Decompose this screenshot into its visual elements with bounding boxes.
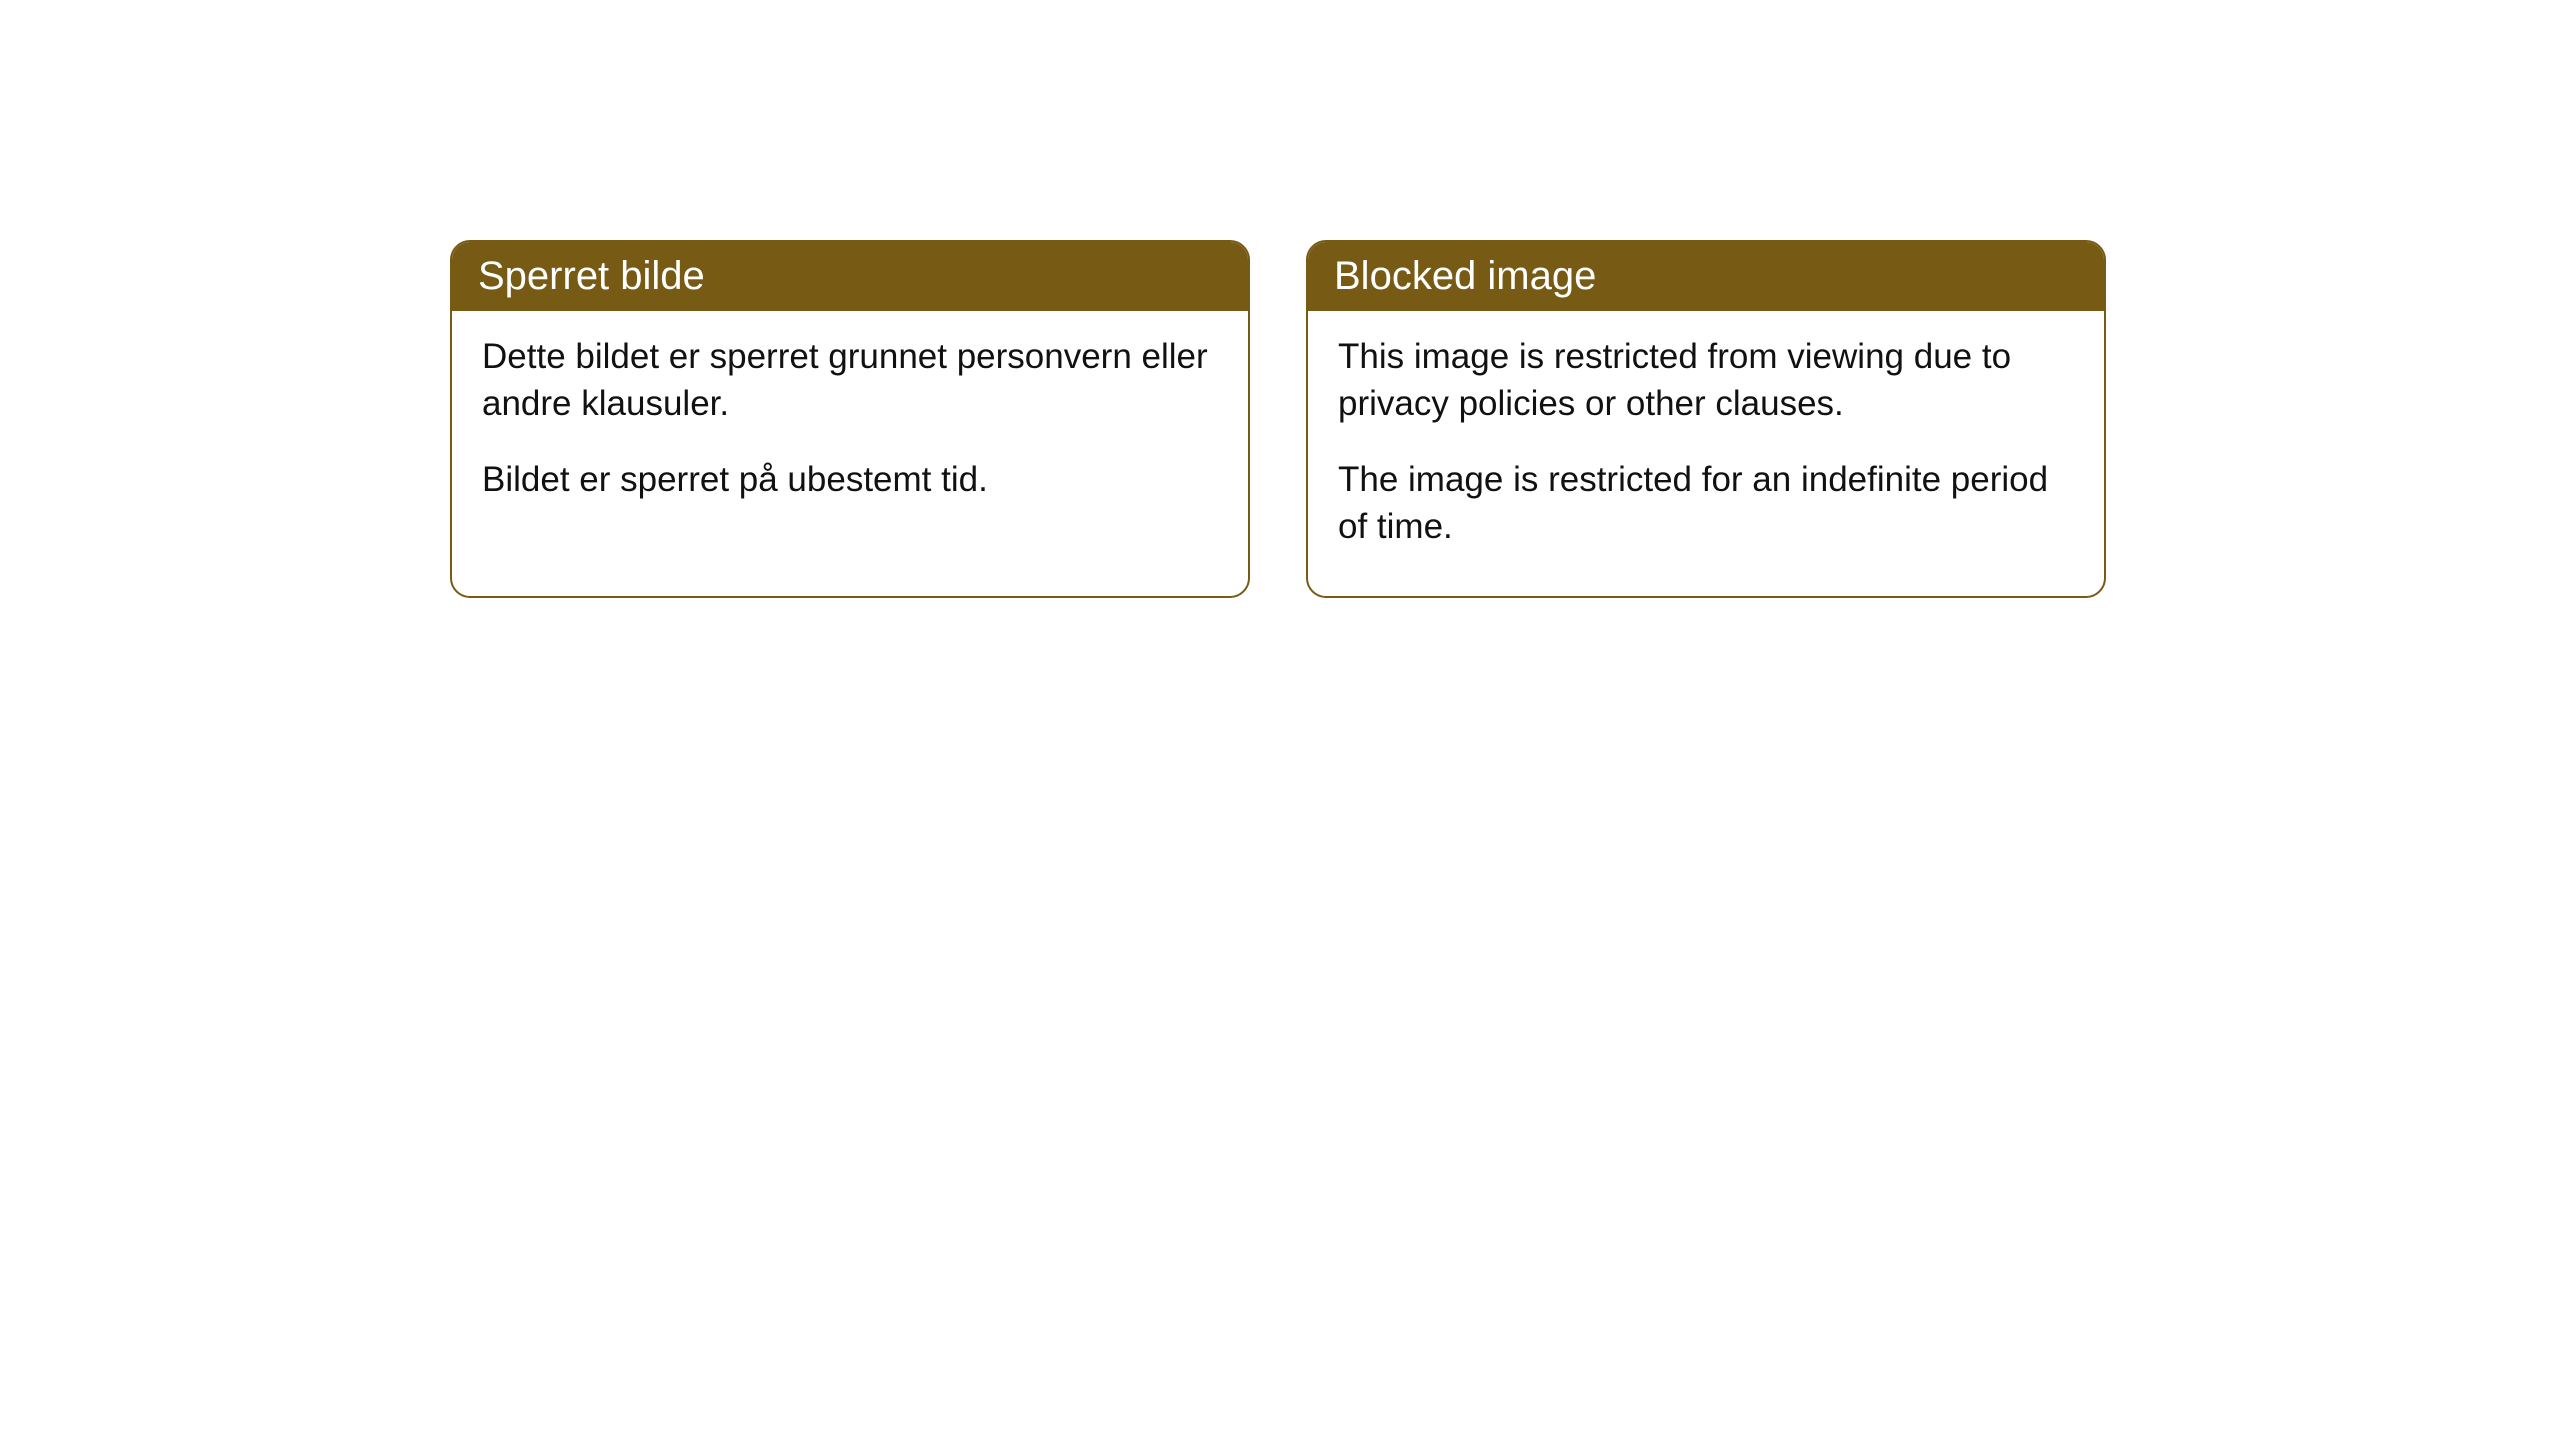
card-body: Dette bildet er sperret grunnet personve… bbox=[452, 311, 1248, 549]
card-title: Blocked image bbox=[1334, 254, 1596, 298]
card-paragraph: This image is restricted from viewing du… bbox=[1338, 333, 2074, 428]
card-title: Sperret bilde bbox=[478, 254, 705, 298]
blocked-image-card-english: Blocked image This image is restricted f… bbox=[1306, 240, 2106, 598]
card-paragraph: Bildet er sperret på ubestemt tid. bbox=[482, 456, 1218, 503]
card-paragraph: Dette bildet er sperret grunnet personve… bbox=[482, 333, 1218, 428]
card-body: This image is restricted from viewing du… bbox=[1308, 311, 2104, 596]
blocked-image-card-norwegian: Sperret bilde Dette bildet er sperret gr… bbox=[450, 240, 1250, 598]
card-paragraph: The image is restricted for an indefinit… bbox=[1338, 456, 2074, 551]
card-header: Blocked image bbox=[1308, 242, 2104, 311]
card-header: Sperret bilde bbox=[452, 242, 1248, 311]
notice-cards-container: Sperret bilde Dette bildet er sperret gr… bbox=[450, 240, 2106, 598]
